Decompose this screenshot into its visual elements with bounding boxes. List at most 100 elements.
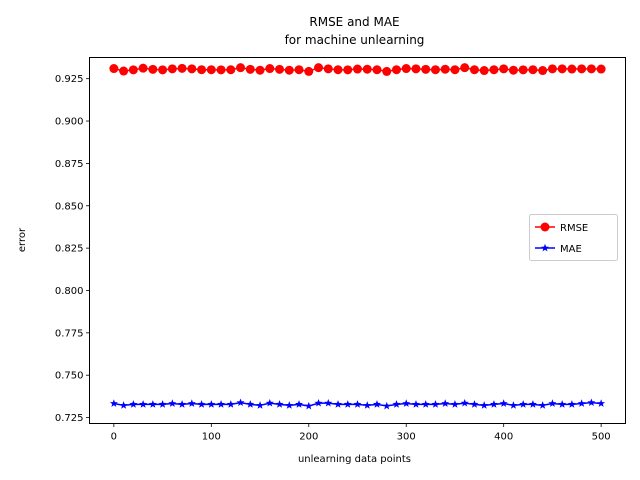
mae-point [460, 398, 469, 407]
y-axis-title: error [17, 227, 28, 252]
mae-point [119, 401, 128, 409]
mae-point [197, 400, 206, 408]
legend-mae-label: MAE [560, 244, 582, 255]
mae-point [509, 401, 518, 409]
y-tick-label: 0.850 [55, 201, 84, 212]
rmse-point [577, 64, 587, 74]
rmse-point [421, 64, 431, 74]
rmse-point [128, 65, 138, 75]
mae-point [519, 400, 528, 408]
mae-point [528, 400, 537, 408]
rmse-point [596, 64, 606, 74]
mae-point [314, 398, 323, 407]
rmse-point [469, 65, 479, 75]
mae-point [558, 400, 567, 408]
mae-point [295, 400, 304, 408]
rmse-point [197, 65, 207, 75]
y-axis: 0.725 0.750 0.775 0.800 0.825 0.850 0.875 0.900… [55, 74, 90, 424]
rmse-point [382, 66, 392, 76]
rmse-point [499, 64, 509, 74]
mae-point [353, 400, 362, 408]
mae-point [480, 401, 489, 409]
mae-point [148, 400, 157, 408]
mae-point [499, 399, 508, 407]
mae-point [441, 399, 450, 407]
x-tick-label: 0 [111, 432, 117, 443]
mae-point [567, 400, 576, 408]
rmse-point [362, 64, 372, 74]
rmse-point [314, 63, 324, 73]
y-tick-label: 0.775 [55, 328, 84, 339]
rmse-point [479, 66, 489, 76]
rmse-point [450, 65, 460, 75]
mae-point [587, 398, 596, 407]
rmse-point [440, 64, 450, 74]
rmse-point [323, 64, 333, 74]
y-tick-label: 0.925 [55, 74, 84, 85]
mae-point [470, 400, 479, 408]
y-tick-label: 0.750 [55, 371, 84, 382]
rmse-point [294, 65, 304, 75]
mae-point [548, 399, 557, 407]
rmse-point [138, 63, 148, 73]
series-layer [109, 63, 606, 410]
y-tick-label: 0.725 [55, 413, 84, 424]
legend-rmse-marker [540, 222, 550, 232]
x-tick-label: 200 [299, 432, 318, 443]
rmse-point [119, 66, 129, 76]
mae-point [324, 398, 333, 407]
rmse-point [187, 64, 197, 74]
rmse-point [148, 64, 158, 74]
rmse-point [255, 65, 265, 75]
legend-box [529, 214, 618, 261]
mae-point [187, 399, 196, 407]
x-tick-label: 300 [397, 432, 416, 443]
x-axis-title: unlearning data points [298, 454, 411, 465]
mae-point [246, 400, 255, 408]
x-axis: 0 100 200 300 400 500 [111, 423, 611, 443]
rmse-point [226, 65, 236, 75]
legend: RMSE MAE [529, 214, 618, 261]
mae-point [392, 400, 401, 408]
mae-point [450, 400, 459, 408]
y-tick-label: 0.875 [55, 159, 84, 170]
mae-point [577, 399, 586, 407]
mae-point [304, 401, 313, 410]
mae-point [431, 400, 440, 408]
rmse-point [109, 64, 119, 74]
plot-area: 0 100 200 300 400 500 0.725 0.750 0.775 0.800 0.8… [55, 57, 626, 443]
rmse-point [265, 64, 275, 74]
mae-point [256, 401, 265, 409]
rmse-point [158, 65, 168, 75]
mae-point [402, 399, 411, 407]
rmse-point [528, 65, 538, 75]
y-tick-label: 0.900 [55, 117, 84, 128]
rmse-point [586, 64, 596, 74]
x-tick-label: 500 [592, 432, 611, 443]
rmse-point [284, 65, 294, 75]
rmse-point [391, 65, 401, 75]
mae-point [109, 399, 118, 407]
rmse-point [401, 64, 411, 74]
mae-point [275, 400, 284, 408]
chart-title-line2: for machine unlearning [285, 33, 425, 47]
mae-point [597, 399, 606, 407]
y-tick-label: 0.800 [55, 286, 84, 297]
rmse-point [353, 64, 362, 74]
rmse-point [508, 65, 518, 75]
rmse-point [343, 65, 353, 75]
rmse-point [167, 64, 177, 74]
mae-point [382, 401, 391, 410]
mae-point [489, 400, 498, 408]
rmse-point [216, 65, 226, 75]
x-tick-label: 400 [494, 432, 513, 443]
mae-point [226, 400, 235, 408]
mae-point [217, 400, 226, 408]
rmse-point [538, 66, 548, 76]
mae-point [285, 401, 294, 409]
mae-point [178, 400, 187, 408]
x-tick-label: 100 [202, 432, 221, 443]
mae-point [373, 400, 381, 408]
mae-point [363, 401, 372, 409]
